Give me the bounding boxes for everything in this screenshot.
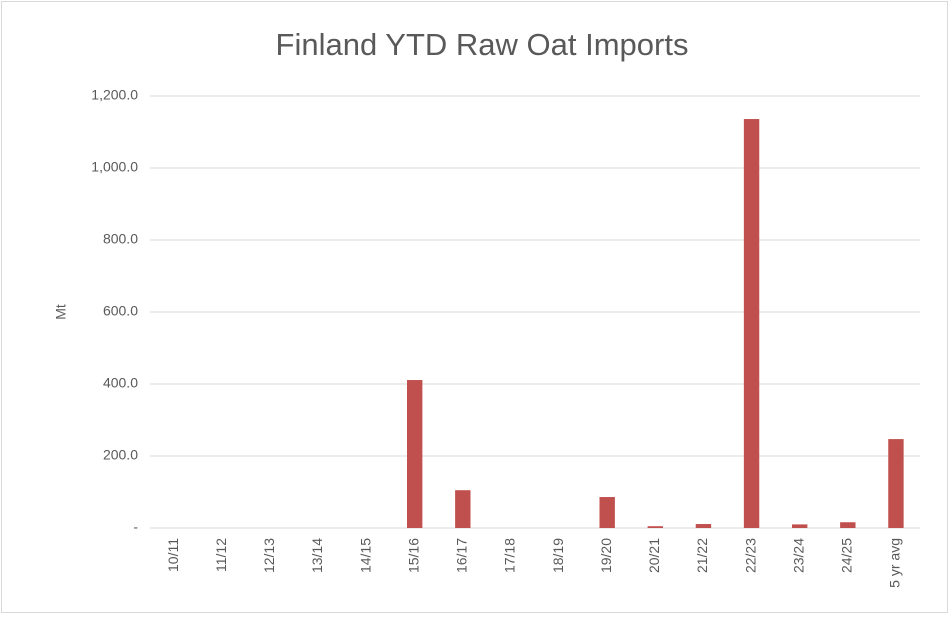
y-tick-label: 1,200.0 <box>91 87 138 103</box>
bar <box>406 380 423 528</box>
y-tick-label: 200.0 <box>103 447 138 463</box>
x-tick-label: 16/17 <box>454 538 470 573</box>
bar <box>743 119 760 528</box>
x-tick-label: 17/18 <box>502 538 518 573</box>
bar <box>791 524 808 528</box>
y-tick-label: - <box>133 519 138 535</box>
x-tick-label: 22/23 <box>742 538 758 573</box>
x-tick-label: 18/19 <box>550 538 566 573</box>
x-tick-label: 15/16 <box>405 538 421 573</box>
y-tick-label: 600.0 <box>103 303 138 319</box>
bar <box>647 526 664 528</box>
bar <box>888 439 904 528</box>
x-tick-label: 11/12 <box>213 538 229 572</box>
y-tick-label: 400.0 <box>103 375 138 391</box>
x-tick-label: 21/22 <box>694 538 710 573</box>
chart-title: Finland YTD Raw Oat Imports <box>276 27 689 62</box>
x-tick-label: 13/14 <box>309 538 325 573</box>
y-axis-title: Mt <box>53 304 69 320</box>
y-tick-label: 800.0 <box>103 231 138 247</box>
x-tick-label: 23/24 <box>790 538 806 573</box>
x-tick-label: 24/25 <box>839 538 855 573</box>
x-tick-label: 5 yr avg <box>887 538 903 588</box>
x-tick-label: 20/21 <box>646 538 662 573</box>
x-tick-label: 14/15 <box>357 538 373 573</box>
x-tick-label: 12/13 <box>261 538 277 573</box>
x-tick-label: 19/20 <box>598 538 614 573</box>
bar <box>599 497 615 528</box>
x-tick-label: 10/11 <box>165 538 181 572</box>
bar <box>455 490 471 528</box>
bar <box>840 522 856 528</box>
bar <box>695 524 712 528</box>
y-tick-label: 1,000.0 <box>91 159 138 175</box>
